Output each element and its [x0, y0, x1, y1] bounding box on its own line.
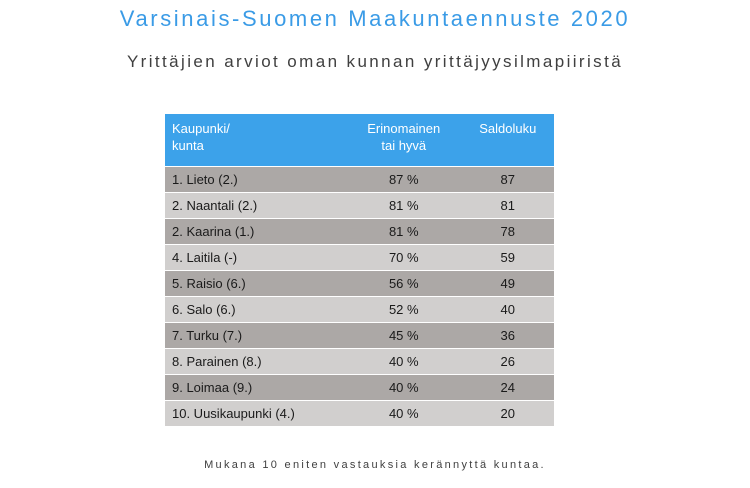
header-line: kunta [172, 138, 204, 153]
municipality-cell: 10. Uusikaupunki (4.) [165, 400, 346, 426]
ranking-table: Kaupunki/kunta Erinomainen tai hyvä Saldolu… [165, 114, 554, 426]
municipality-cell: 5. Raisio (6.) [165, 270, 346, 297]
table-row: 10. Uusikaupunki (4.) 40 % 20 [165, 400, 554, 426]
header-municipality: Kaupunki/kunta [165, 114, 346, 167]
excellent-or-good-cell: 40 % [345, 374, 461, 401]
municipality-cell: 1. Lieto (2.) [165, 166, 346, 193]
table-row: 1. Lieto (2.) 87 % 87 [165, 166, 554, 193]
excellent-or-good-cell: 45 % [345, 322, 461, 349]
table-row: 9. Loimaa (9.) 40 % 24 [165, 374, 554, 401]
municipality-cell: 7. Turku (7.) [165, 322, 346, 349]
slide-title: Varsinais-Suomen Maakuntaennuste 2020 [119, 6, 631, 31]
table-row: 5. Raisio (6.) 56 % 49 [165, 270, 554, 297]
excellent-or-good-cell: 52 % [345, 296, 461, 323]
table-row: 2. Kaarina (1.) 81 % 78 [165, 218, 554, 245]
balance-cell: 49 [460, 270, 554, 297]
excellent-or-good-cell: 70 % [345, 244, 461, 271]
excellent-or-good-cell: 56 % [345, 270, 461, 297]
balance-cell: 20 [460, 400, 554, 426]
balance-cell: 81 [460, 192, 554, 219]
municipality-cell: 2. Naantali (2.) [165, 192, 346, 219]
municipality-cell: 4. Laitila (-) [165, 244, 346, 271]
header-balance: Saldoluku [460, 114, 554, 167]
municipality-cell: 6. Salo (6.) [165, 296, 346, 323]
balance-cell: 87 [460, 166, 554, 193]
header-line: Erinomainen [367, 121, 441, 136]
balance-cell: 36 [460, 322, 554, 349]
municipality-cell: 8. Parainen (8.) [165, 348, 346, 375]
header-line: tai hyvä [381, 138, 427, 153]
footnote: Mukana 10 eniten vastauksia kerännyttä k… [204, 459, 546, 471]
balance-cell: 40 [460, 296, 554, 323]
municipality-cell: 9. Loimaa (9.) [165, 374, 346, 401]
table-row: 8. Parainen (8.) 40 % 26 [165, 348, 554, 375]
balance-cell: 59 [460, 244, 554, 271]
excellent-or-good-cell: 87 % [345, 166, 461, 193]
table-row: 2. Naantali (2.) 81 % 81 [165, 192, 554, 219]
table-header-row: Kaupunki/kunta Erinomainen tai hyvä Saldolu… [165, 114, 554, 167]
table-row: 4. Laitila (-) 70 % 59 [165, 244, 554, 271]
table-row: 6. Salo (6.) 52 % 40 [165, 296, 554, 323]
table-row: 7. Turku (7.) 45 % 36 [165, 322, 554, 349]
slide-subtitle: Yrittäjien arviot oman kunnan yrittäjyys… [126, 52, 624, 71]
balance-cell: 24 [460, 374, 554, 401]
excellent-or-good-cell: 81 % [345, 218, 461, 245]
header-line: Kaupunki/ [172, 121, 230, 136]
excellent-or-good-cell: 81 % [345, 192, 461, 219]
balance-cell: 26 [460, 348, 554, 375]
excellent-or-good-cell: 40 % [345, 348, 461, 375]
header-line: Saldoluku [479, 121, 537, 136]
balance-cell: 78 [460, 218, 554, 245]
excellent-or-good-cell: 40 % [345, 400, 461, 426]
header-excellent-or-good: Erinomainen tai hyvä [345, 114, 461, 167]
municipality-cell: 2. Kaarina (1.) [165, 218, 346, 245]
